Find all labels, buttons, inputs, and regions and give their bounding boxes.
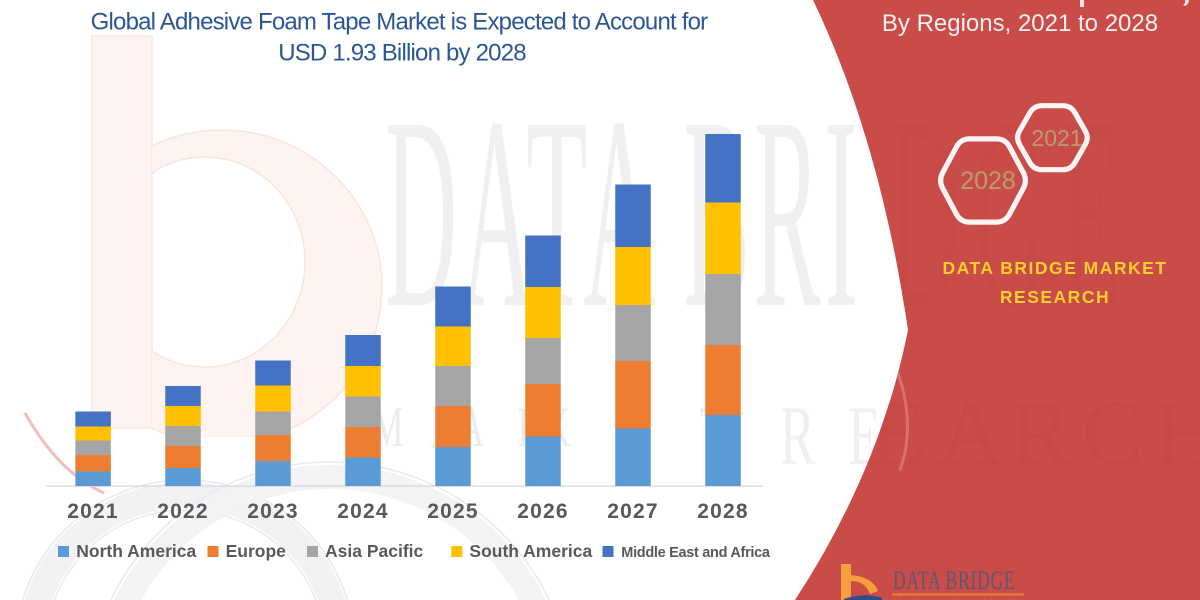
svg-text:2028: 2028 — [960, 167, 1016, 195]
svg-text:2027: 2027 — [607, 500, 659, 523]
svg-text:2026: 2026 — [517, 500, 569, 523]
svg-text:Asia Pacific: Asia Pacific — [325, 541, 424, 561]
svg-text:H: H — [1154, 382, 1200, 484]
svg-text:Europe: Europe — [226, 541, 287, 561]
svg-text:2028: 2028 — [697, 500, 749, 523]
svg-text:DATA BRIDGE: DATA BRIDGE — [893, 566, 1015, 595]
svg-text:North America: North America — [76, 541, 196, 561]
svg-text:MARKET RESEARCH: MARKET RESEARCH — [893, 596, 1016, 600]
svg-text:RESEARCH: RESEARCH — [1000, 287, 1110, 307]
svg-text:R: R — [1010, 382, 1072, 484]
svg-text:2021: 2021 — [1031, 125, 1082, 151]
svg-text:2024: 2024 — [337, 500, 389, 523]
svg-text:2025: 2025 — [427, 500, 479, 523]
svg-text:2023: 2023 — [247, 500, 299, 523]
svg-text:R: R — [780, 389, 816, 483]
svg-text:IDGE: IDGE — [840, 60, 1135, 364]
svg-text:DATA BRIDGE MARKET: DATA BRIDGE MARKET — [943, 258, 1168, 278]
svg-text:2022: 2022 — [157, 500, 209, 523]
svg-text:A: A — [938, 382, 1004, 484]
svg-text:Global Adhesive Foam Tape Mark: Global Adhesive Foam Tape Market is Expe… — [91, 9, 709, 36]
svg-text:USD 1.93 Billion by 2028: USD 1.93 Billion by 2028 — [278, 40, 526, 67]
svg-text:Middle East and Africa: Middle East and Africa — [621, 545, 771, 561]
svg-text:South America: South America — [469, 541, 592, 561]
svg-text:By Regions, 2021 to 2028: By Regions, 2021 to 2028 — [882, 10, 1158, 37]
svg-text:2021: 2021 — [67, 500, 119, 523]
svg-text:C: C — [1082, 382, 1143, 484]
